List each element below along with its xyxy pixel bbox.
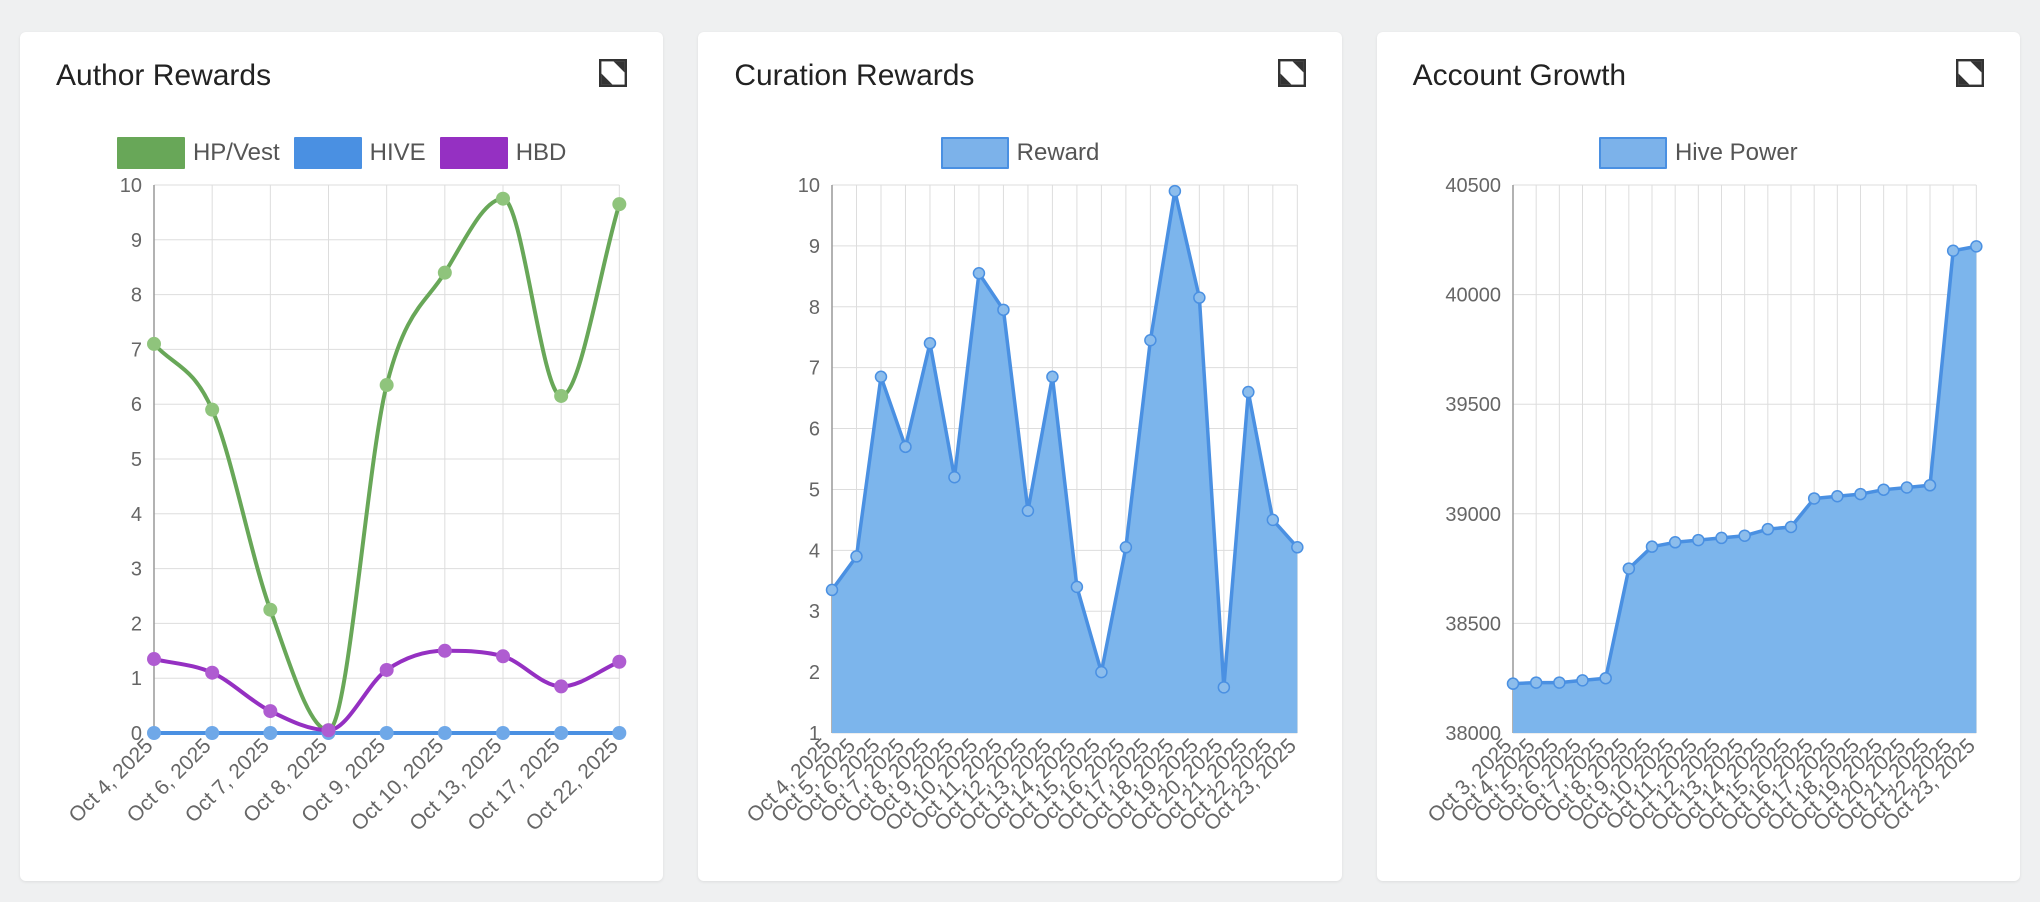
svg-text:7: 7	[131, 339, 142, 361]
svg-text:7: 7	[809, 358, 820, 380]
svg-text:9: 9	[131, 230, 142, 252]
svg-text:3: 3	[131, 559, 142, 581]
svg-text:10: 10	[120, 175, 142, 197]
svg-text:40500: 40500	[1445, 175, 1501, 197]
svg-text:2: 2	[809, 662, 820, 684]
svg-text:38500: 38500	[1445, 613, 1501, 635]
svg-text:6: 6	[131, 394, 142, 416]
svg-text:8: 8	[131, 285, 142, 307]
svg-text:10: 10	[798, 175, 820, 197]
svg-text:4: 4	[809, 540, 820, 562]
svg-text:6: 6	[809, 419, 820, 441]
svg-text:1: 1	[131, 668, 142, 690]
svg-text:39500: 39500	[1445, 394, 1501, 416]
svg-text:8: 8	[809, 297, 820, 319]
svg-text:4: 4	[131, 504, 142, 526]
svg-text:9: 9	[809, 236, 820, 258]
svg-text:5: 5	[131, 449, 142, 471]
svg-text:39000: 39000	[1445, 504, 1501, 526]
svg-text:2: 2	[131, 613, 142, 635]
svg-text:3: 3	[809, 601, 820, 623]
svg-text:5: 5	[809, 479, 820, 501]
svg-text:40000: 40000	[1445, 285, 1501, 307]
